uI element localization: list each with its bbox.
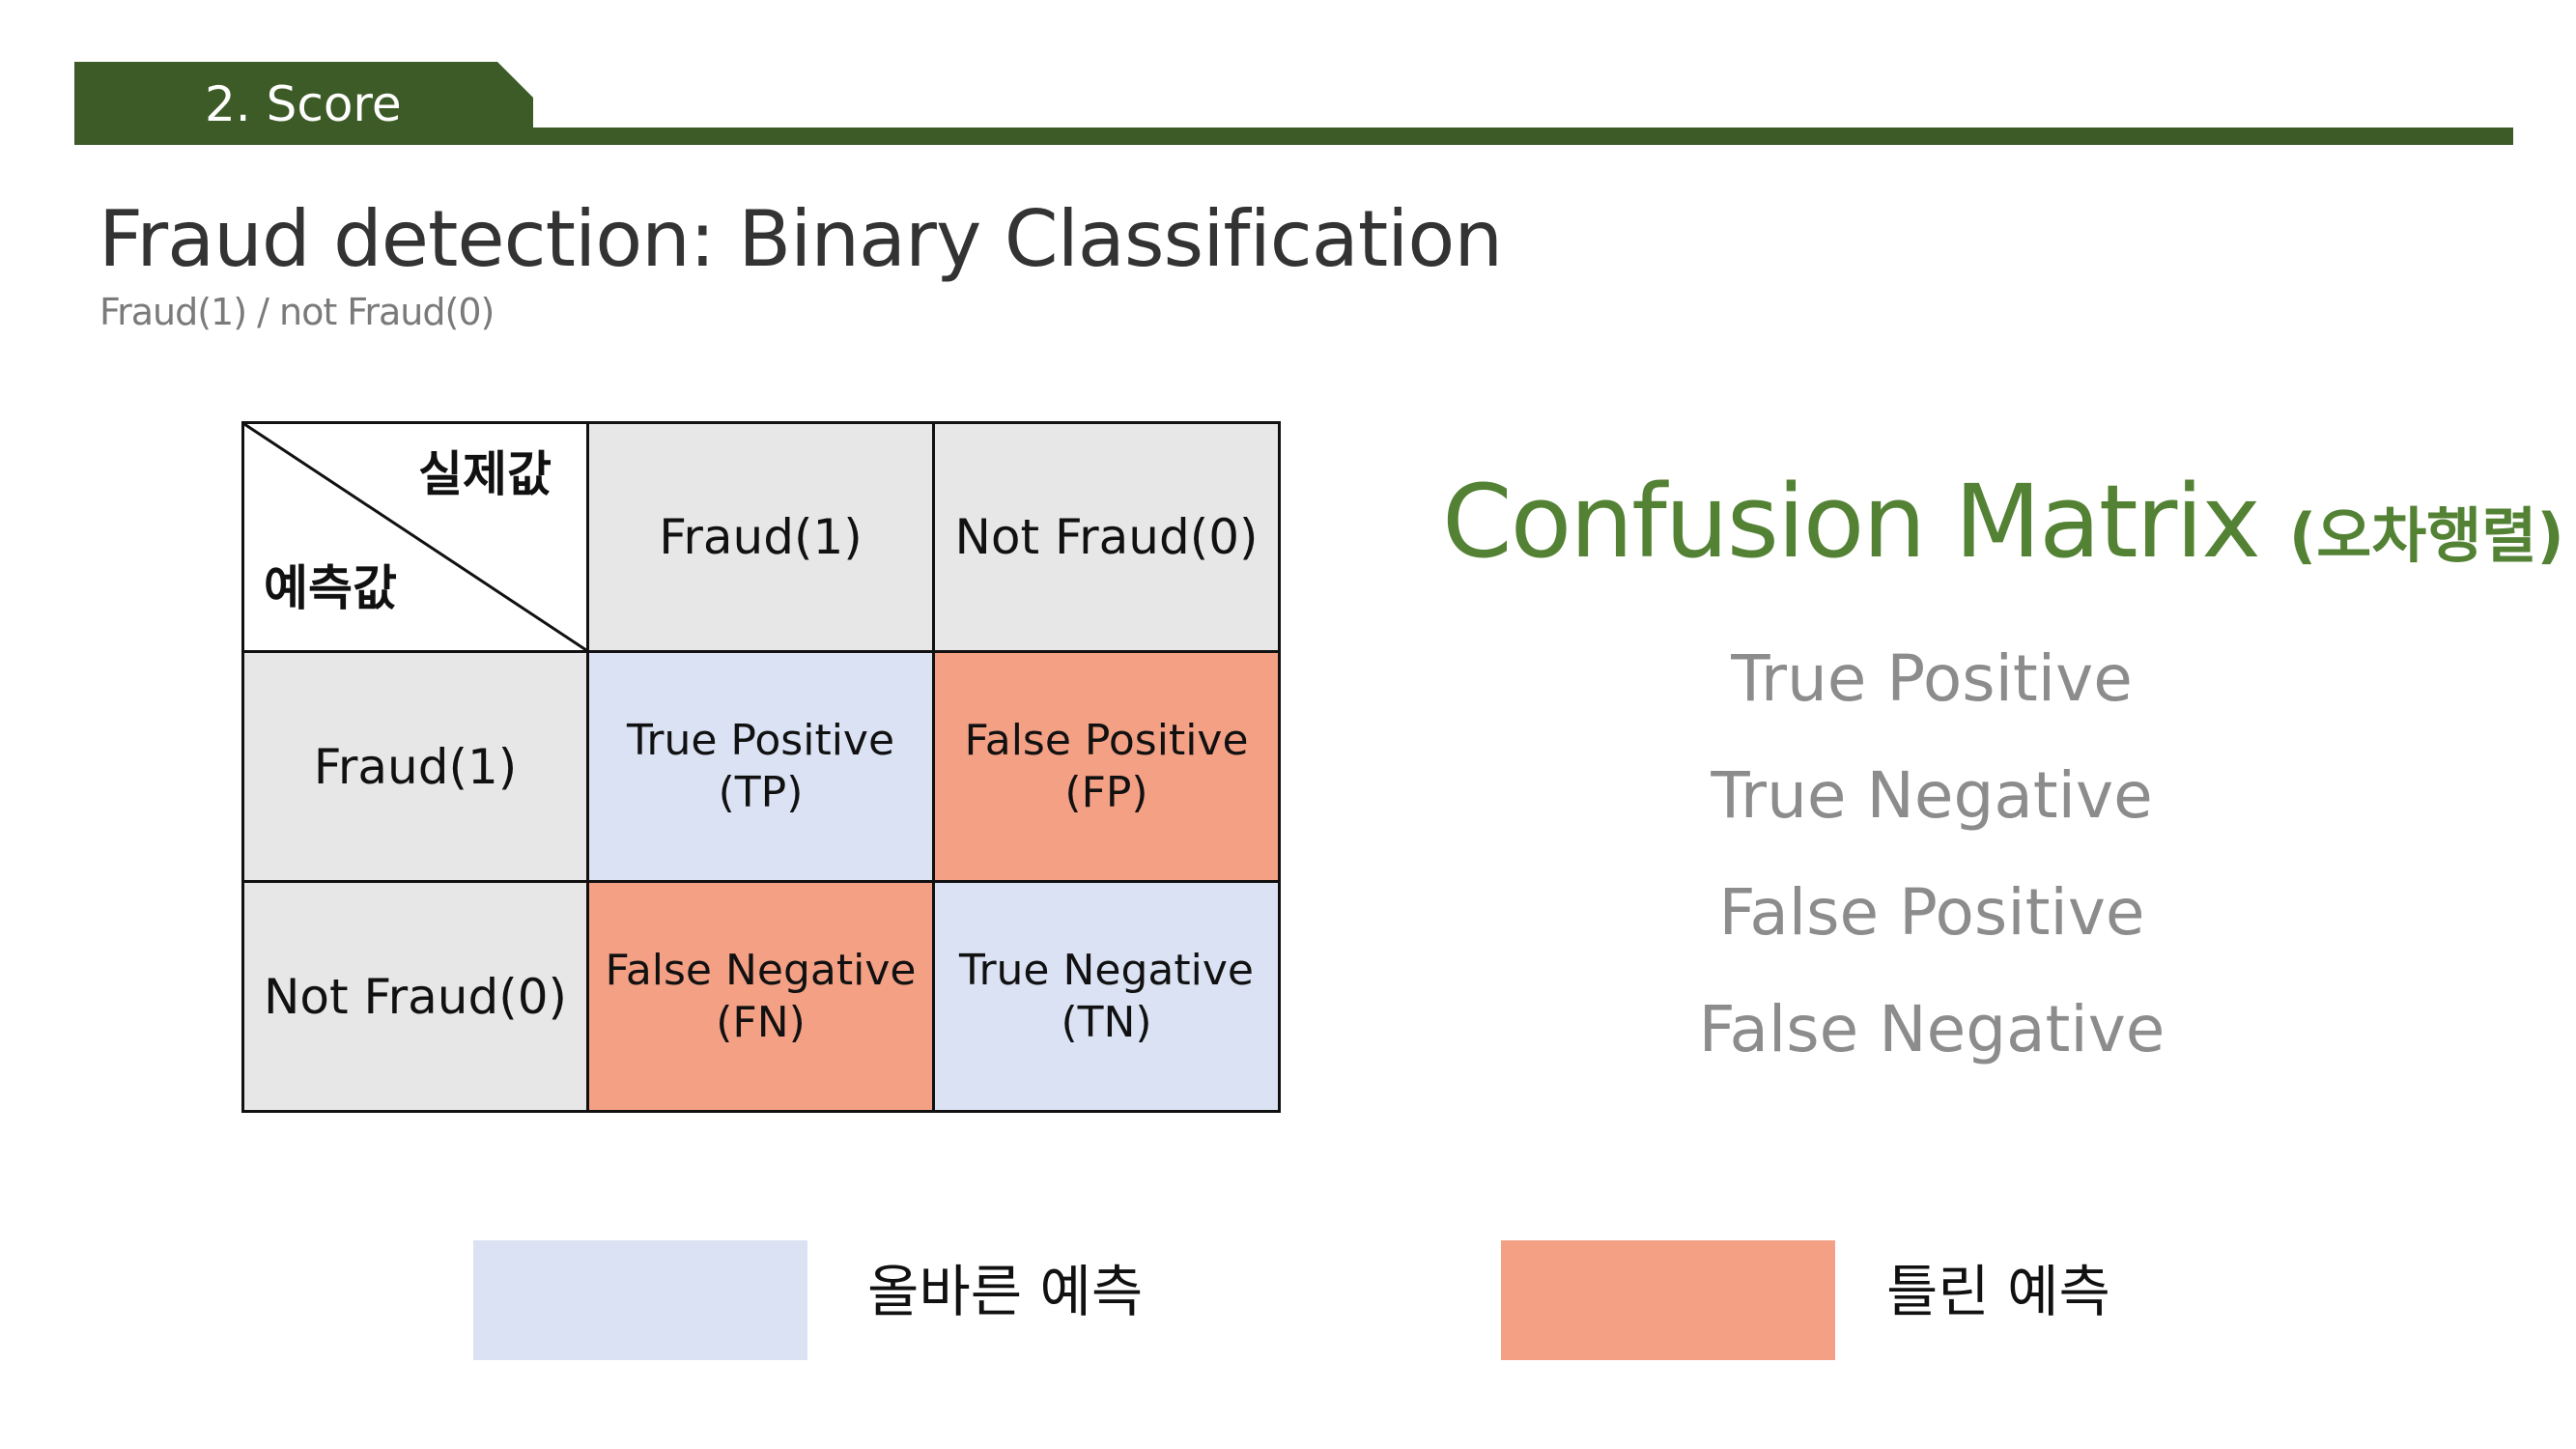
term-item: False Negative (1698, 992, 2166, 1066)
section-label: 2. Score (205, 76, 402, 132)
legend-correct-swatch (473, 1240, 807, 1360)
column-header-fraud: Fraud(1) (589, 424, 935, 653)
cell-term: False Positive (964, 715, 1249, 765)
cell-abbreviation: (FP) (1064, 767, 1148, 817)
cell-abbreviation: (TN) (1061, 997, 1152, 1047)
cell-abbreviation: (FN) (716, 997, 806, 1047)
confusion-matrix-title: Confusion Matrix (오차행렬) (1442, 464, 2564, 594)
row-header-label: Fraud(1) (313, 738, 518, 795)
true-negative-text: True Negative (TN) (959, 945, 1254, 1049)
term-item: False Positive (1718, 875, 2145, 950)
matrix-corner-cell: 실제값 예측값 (244, 424, 589, 653)
confusion-matrix-title-note: (오차행렬) (2288, 500, 2564, 571)
term-list: True Positive True Negative False Positi… (1681, 636, 2183, 1103)
cell-term: True Positive (626, 715, 895, 765)
true-positive-text: True Positive (TP) (627, 715, 894, 819)
cell-term: True Negative (959, 945, 1254, 995)
corner-diagonal (244, 424, 586, 650)
actual-value-label: 실제값 (418, 446, 552, 502)
confusion-matrix-table: 실제값 예측값 Fraud(1) Not Fraud(0) Fraud(1) T… (241, 421, 1281, 1113)
false-negative-text: False Negative (FN) (606, 945, 917, 1049)
predicted-value-label: 예측값 (264, 560, 397, 616)
column-header-not-fraud: Not Fraud(0) (935, 424, 1278, 653)
false-positive-cell: False Positive (FP) (935, 653, 1278, 883)
cell-term: False Negative (605, 945, 917, 995)
page-title: Fraud detection: Binary Classification (99, 194, 1503, 284)
header-rule (526, 128, 2513, 145)
column-header-label: Fraud(1) (659, 509, 863, 565)
true-negative-cell: True Negative (TN) (935, 883, 1278, 1110)
confusion-matrix-title-text: Confusion Matrix (1442, 463, 2261, 581)
column-header-label: Not Fraud(0) (954, 509, 1259, 565)
term-item: True Negative (1711, 758, 2153, 833)
false-negative-cell: False Negative (FN) (589, 883, 935, 1110)
cell-abbreviation: (TP) (718, 767, 804, 817)
section-tab: 2. Score (74, 62, 533, 145)
row-header-not-fraud: Not Fraud(0) (244, 883, 589, 1110)
false-positive-text: False Positive (FP) (964, 715, 1248, 819)
term-item: True Positive (1731, 641, 2133, 716)
row-header-label: Not Fraud(0) (263, 968, 568, 1025)
legend-wrong-label: 틀린 예측 (1886, 1259, 2110, 1324)
row-header-fraud: Fraud(1) (244, 653, 589, 883)
page-subtitle: Fraud(1) / not Fraud(0) (99, 291, 495, 333)
legend-correct-label: 올바른 예측 (867, 1259, 1144, 1324)
true-positive-cell: True Positive (TP) (589, 653, 935, 883)
legend-wrong-swatch (1501, 1240, 1835, 1360)
